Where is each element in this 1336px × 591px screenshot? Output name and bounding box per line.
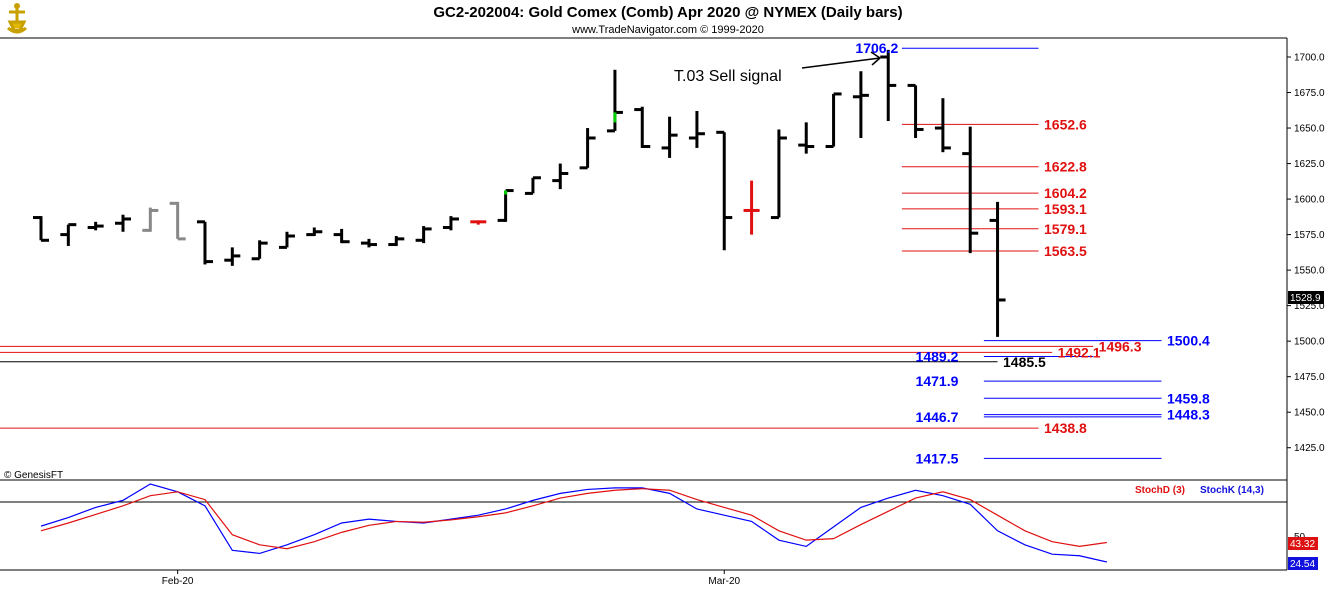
watermark: © GenesisFT (4, 470, 63, 481)
price-bar (169, 201, 186, 241)
price-bar (962, 126, 979, 254)
y-tick-label: 1525.0 (1294, 301, 1325, 312)
y-tick-label: 1425.0 (1294, 443, 1325, 454)
price-bar (852, 71, 869, 138)
level-label: 1446.7 (916, 409, 959, 425)
price-bar (415, 226, 432, 244)
y-tick-label: 1625.0 (1294, 159, 1325, 170)
stochd-last-value: 43.32 (1290, 539, 1315, 550)
level-label: 1496.3 (1099, 338, 1142, 354)
price-bar (716, 130, 733, 251)
legend-stochk: StochK (14,3) (1200, 485, 1264, 496)
price-bar (770, 129, 787, 220)
price-bar (934, 98, 951, 153)
y-tick-label: 1600.0 (1294, 195, 1325, 206)
y-tick-label: 1650.0 (1294, 124, 1325, 135)
stoch-series-line (40, 483, 1108, 563)
y-tick-label: 1675.0 (1294, 88, 1325, 99)
y-tick-label: 1550.0 (1294, 266, 1325, 277)
stoch-series-line (40, 488, 1107, 550)
price-bar (552, 163, 569, 190)
price-panel: 1700.0 1675.0 1650.0 1625.0 1600.0 1575.0 1550… (0, 37, 1325, 570)
level-label: 1489.2 (916, 349, 959, 365)
price-bar (798, 122, 815, 154)
level-label: 1652.6 (1044, 116, 1087, 132)
stochd-last-tag: 43.32 (1288, 537, 1318, 550)
level-label: 1417.5 (916, 450, 959, 466)
level-label: 1593.1 (1044, 201, 1087, 217)
price-bar (333, 228, 350, 244)
price-bar (196, 220, 213, 265)
price-bar (388, 236, 405, 247)
x-tick-label: Mar-20 (708, 576, 740, 587)
level-label: 1471.9 (916, 373, 959, 389)
price-bar (825, 92, 842, 149)
level-label: 1604.2 (1044, 185, 1087, 201)
price-bar (114, 214, 131, 232)
price-bar (278, 231, 295, 249)
level-label: 1448.3 (1167, 407, 1210, 423)
price-bar (880, 49, 897, 121)
stoch-panel: StochD (3) StochK (14,3) 50 43.32 24.54 (0, 483, 1318, 571)
price-bar (907, 83, 924, 138)
y-tick-label: 1500.0 (1294, 337, 1325, 348)
price-bar (33, 216, 49, 242)
logo-icon (7, 3, 27, 34)
legend-stochd: StochD (3) (1135, 485, 1185, 496)
chart-subtitle: www.TradeNavigator.com © 1999-2020 (571, 24, 764, 36)
level-label: 1706.2 (855, 40, 898, 56)
chart-title: GC2-202004: Gold Comex (Comb) Apr 2020 @… (433, 4, 902, 21)
price-bar (251, 240, 268, 261)
price-bar (497, 189, 514, 222)
price-bar (688, 110, 705, 148)
stochk-last-value: 24.54 (1290, 559, 1315, 570)
level-label: 1459.8 (1167, 390, 1210, 406)
last-price-tag: 1528.9 (1288, 291, 1324, 304)
price-bar (306, 227, 323, 237)
y-tick-label: 1475.0 (1294, 372, 1325, 383)
price-bar (989, 201, 1006, 337)
x-tick-label: Feb-20 (162, 576, 194, 587)
level-label: 1622.8 (1044, 159, 1087, 175)
price-bar (661, 116, 678, 158)
price-bar (442, 216, 459, 231)
level-label: 1492.1 (1058, 344, 1101, 360)
last-price-value: 1528.9 (1290, 293, 1321, 304)
sell-signal-arrow (801, 51, 881, 69)
y-tick-label: 1700.0 (1294, 53, 1325, 64)
price-bar (470, 220, 487, 225)
level-label: 1579.1 (1044, 221, 1087, 237)
sell-signal-annotation: T.03 Sell signal (674, 68, 782, 85)
price-bar (743, 180, 760, 235)
price-bar (634, 106, 651, 149)
price-bar (87, 221, 104, 231)
level-label: 1563.5 (1044, 243, 1087, 259)
price-bar (142, 207, 159, 232)
y-tick-label: 1575.0 (1294, 230, 1325, 241)
price-bar (224, 247, 241, 266)
price-bar (60, 223, 77, 246)
y-tick-label: 1450.0 (1294, 408, 1325, 419)
stochk-last-tag: 24.54 (1288, 557, 1318, 570)
level-label: 1500.4 (1167, 333, 1210, 349)
price-bar (579, 128, 596, 170)
level-label: 1438.8 (1044, 420, 1087, 436)
price-bar (360, 238, 377, 248)
price-bar (524, 176, 541, 195)
level-label: 1485.5 (1003, 354, 1046, 370)
